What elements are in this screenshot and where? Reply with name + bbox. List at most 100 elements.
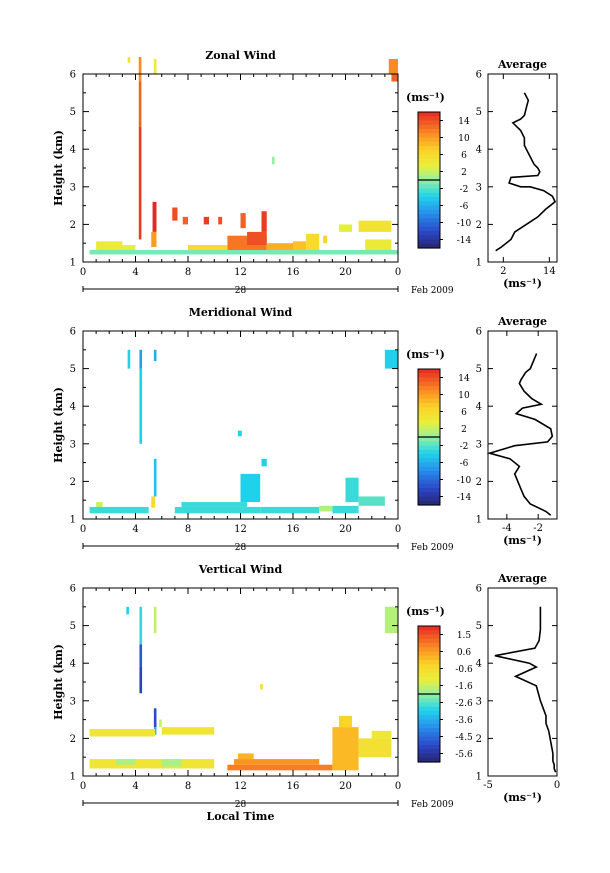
average-y-tick-label: 1 (476, 772, 482, 783)
colorbar-segment (418, 626, 440, 631)
heatmap-cell (358, 220, 392, 232)
average-profile-line (486, 353, 554, 516)
colorbar-segment (418, 209, 440, 215)
x-axis-label: Local Time (207, 810, 275, 823)
heatmap-cell (181, 502, 248, 507)
heatmap-cell (371, 730, 392, 739)
colorbar-segment (418, 740, 440, 746)
y-tick-label: 2 (70, 220, 76, 231)
y-tick-label: 4 (70, 659, 76, 670)
main-chart-title: Zonal Wind (205, 49, 276, 62)
colorbar-segment (418, 462, 440, 468)
main-chart-title: Vertical Wind (198, 563, 283, 576)
colorbar-unit: (ms⁻¹) (406, 348, 445, 361)
average-y-tick-label: 6 (476, 70, 482, 81)
colorbar-segment (418, 150, 440, 156)
average-y-tick-label: 3 (476, 696, 482, 707)
colorbar-segment (418, 749, 440, 755)
x-tick-label: 4 (132, 781, 138, 792)
heatmap-cell (332, 727, 359, 771)
colorbar-segment (418, 694, 440, 699)
x-tick-label: 16 (287, 781, 300, 792)
colorbar-segment (418, 167, 440, 173)
y-tick-label: 1 (70, 258, 76, 269)
heatmap-cell (153, 58, 157, 74)
colorbar-tick-label: -6 (460, 202, 469, 212)
colorbar-segment (418, 630, 440, 636)
heatmap-cell (266, 243, 293, 251)
average-x-tick-label: -5 (483, 780, 493, 791)
average-y-tick-label: 6 (476, 327, 482, 338)
date-day-label: 28 (235, 800, 247, 810)
y-tick-label: 6 (70, 584, 76, 595)
colorbar-tick-label: 14 (458, 117, 470, 127)
x-tick-label: 4 (132, 267, 138, 278)
heatmap-cell (139, 606, 143, 645)
colorbar-segment (418, 226, 440, 232)
colorbar-segment (418, 141, 440, 147)
heatmap-cell (139, 644, 143, 667)
colorbar-segment (418, 441, 440, 447)
colorbar-segment (418, 411, 440, 417)
colorbar-unit: (ms⁻¹) (406, 605, 445, 618)
average-y-tick-label: 2 (476, 477, 482, 488)
heatmap-cell (138, 81, 142, 127)
colorbar-segment (418, 415, 440, 421)
colorbar-tick-label: 2 (461, 168, 467, 178)
heatmap-cell (182, 216, 188, 225)
colorbar-segment (418, 163, 440, 168)
average-x-label: (ms⁻¹) (503, 534, 542, 547)
colorbar-segment (418, 664, 440, 670)
heatmap-cell (240, 473, 261, 503)
average-x-label: (ms⁻¹) (503, 277, 542, 290)
heatmap-cell (161, 727, 215, 735)
colorbar-segment (418, 171, 440, 177)
colorbar-segment (418, 732, 440, 738)
heatmap-cell (365, 239, 392, 251)
colorbar-segment (418, 728, 440, 733)
heatmap-cell (153, 708, 157, 728)
x-tick-label: 4 (132, 524, 138, 535)
heatmap-cell (139, 368, 143, 444)
heatmap-cell (203, 216, 209, 225)
colorbar-segment (418, 638, 440, 644)
colorbar-segment (418, 745, 440, 750)
colorbar-segment (418, 432, 440, 438)
y-tick-label: 6 (70, 327, 76, 338)
colorbar-segment (418, 381, 440, 387)
x-tick-label: 0 (80, 267, 86, 278)
average-plot-frame (487, 587, 558, 777)
heatmap-cell (174, 506, 261, 514)
colorbar-tick-label: 0.6 (457, 648, 472, 658)
colorbar-segment (418, 685, 440, 691)
heatmap-cell (358, 496, 385, 506)
average-x-label: (ms⁻¹) (503, 791, 542, 804)
heatmap-cell (153, 458, 157, 497)
heatmap-cell (332, 505, 359, 514)
heatmap-cell (122, 245, 136, 251)
y-tick-label: 1 (70, 772, 76, 783)
average-y-tick-label: 4 (476, 145, 482, 156)
colorbar-segment (418, 698, 440, 704)
colorbar-segment (418, 231, 440, 236)
average-plot-frame (487, 73, 558, 263)
colorbar-segment (418, 715, 440, 721)
x-tick-label: 0 (395, 781, 401, 792)
colorbar-segment (418, 757, 440, 763)
colorbar-segment (418, 129, 440, 134)
colorbar-tick-label: -5.6 (455, 750, 473, 760)
colorbar-segment (418, 403, 440, 408)
colorbar-segment (418, 753, 440, 759)
colorbar-segment (418, 677, 440, 682)
colorbar-segment (418, 420, 440, 425)
heatmap-cell (261, 211, 267, 232)
colorbar-tick-label: 14 (458, 374, 470, 384)
average-y-tick-label: 5 (476, 621, 482, 632)
date-month-label: Feb 2009 (411, 543, 454, 553)
heatmap-cell (261, 458, 267, 467)
heatmap-cell (139, 349, 143, 369)
colorbar-segment (418, 672, 440, 678)
